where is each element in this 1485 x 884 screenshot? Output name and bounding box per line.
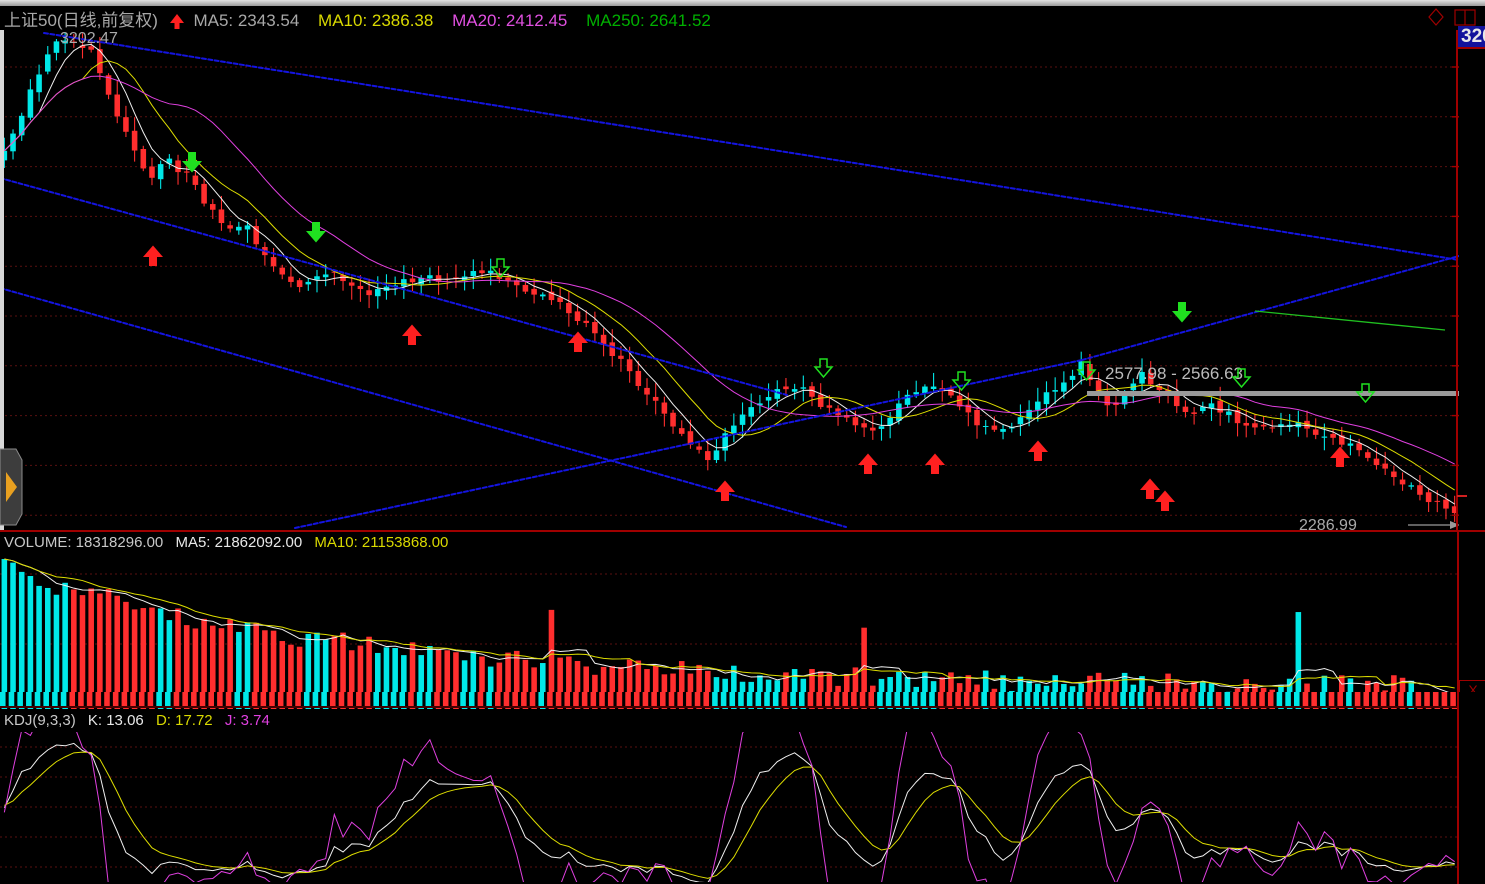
svg-text:2286.99: 2286.99	[1299, 517, 1357, 530]
svg-text:2577.98 - 2566.63: 2577.98 - 2566.63	[1105, 364, 1243, 383]
svg-text:3202.47: 3202.47	[60, 30, 118, 47]
